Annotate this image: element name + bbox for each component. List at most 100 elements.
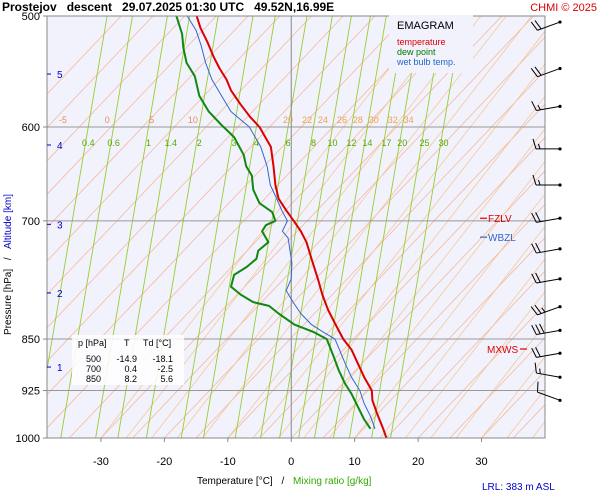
- wind-barb: [534, 362, 562, 379]
- mixing-ratio-label: 12: [347, 138, 357, 148]
- series-temperature-line: [195, 16, 388, 438]
- mixing-ratio-label: 1: [146, 138, 151, 148]
- mixing-ratio-line: [180, 16, 254, 438]
- wind-barb: [530, 20, 562, 31]
- wind-barb-station: [558, 305, 562, 309]
- dry-adiabat-line: [47, 16, 217, 195]
- wind-barb-feather: [531, 212, 537, 223]
- stats-td-850: 5.6: [160, 374, 173, 384]
- wind-barb-feather: [531, 325, 537, 335]
- wind-barb-station: [558, 351, 562, 355]
- wind-barb-feather: [538, 143, 541, 150]
- wind-barb-station: [558, 183, 562, 187]
- level-marker-mxws: MXWS: [487, 345, 527, 356]
- mixing-ratio-label: 4: [254, 138, 259, 148]
- moist-adiabat-label: 32: [388, 115, 398, 125]
- moist-adiabat-line: [354, 193, 545, 438]
- wind-barb-feather: [538, 179, 541, 186]
- moist-adiabat-line: [278, 95, 545, 438]
- wind-barb-feather: [536, 381, 539, 393]
- wind-barb-feather: [537, 104, 541, 111]
- legend-temperature: temperature: [397, 37, 446, 47]
- x-tick-label: -20: [156, 456, 172, 468]
- dry-adiabat-line: [227, 103, 545, 438]
- y-tick-label: 700: [22, 216, 40, 228]
- dry-adiabat-line: [577, 16, 600, 438]
- dry-adiabat-line: [544, 437, 545, 438]
- wind-barb-feather: [535, 324, 541, 335]
- wind-barb-feather: [532, 174, 537, 186]
- mixing-ratio-line: [314, 16, 387, 438]
- wind-barb: [536, 381, 562, 402]
- wind-barb: [531, 347, 562, 358]
- wind-barb-station: [558, 20, 562, 24]
- wind-barb: [530, 66, 562, 78]
- dry-adiabat-line: [132, 16, 534, 438]
- series-wet-bulb-temp-line: [186, 16, 376, 429]
- mixing-ratio-label: 25: [419, 138, 429, 148]
- mixing-ratio-line: [298, 16, 371, 438]
- wind-barb-feather: [530, 68, 538, 77]
- stats-header-p: p [hPa]: [78, 338, 107, 348]
- x-tick-label: 0: [288, 456, 294, 468]
- svg-text:Temperature [°C] /: Temperature [°C] / Mixing ratio [g/kg]: [197, 476, 372, 487]
- wind-barbs: [530, 20, 562, 402]
- dry-adiabat-line: [417, 303, 545, 438]
- y-axis-title: Pressure [hPa] / Altitude [km]: [3, 194, 14, 335]
- mixing-ratio-label: 30: [438, 138, 448, 148]
- dry-adiabat-line: [47, 16, 122, 95]
- level-marker-wbzl: WBZL: [480, 233, 516, 244]
- wind-barb: [532, 174, 562, 187]
- level-marker-fzlv: FZLV: [480, 214, 512, 225]
- y-axis-label-altitude: Altitude [km]: [3, 194, 14, 249]
- mixing-ratio-line: [260, 16, 333, 438]
- moist-adiabat-label: 20: [283, 115, 293, 125]
- wind-barb-feather: [532, 138, 537, 150]
- wind-barb-feather: [534, 362, 537, 374]
- stats-t-500: -14.9: [116, 354, 137, 364]
- dry-adiabat-label: 10: [188, 115, 198, 125]
- wind-barb-station: [558, 147, 562, 151]
- moist-adiabat-label: 22: [302, 115, 312, 125]
- dry-adiabat-line: [47, 16, 154, 129]
- stats-td-700: -2.5: [157, 364, 173, 374]
- mixing-ratio-line: [333, 16, 406, 438]
- wind-barb: [531, 242, 562, 254]
- wind-barb-feather: [530, 306, 538, 316]
- x-axis-label-temperature: Temperature [°C]: [197, 476, 273, 487]
- wind-barb-station: [558, 104, 562, 108]
- stats-table: p [hPa] T Td [°C] 500 -14.9 -18.1 700 0.…: [72, 335, 184, 385]
- y-tick-label: 850: [22, 334, 40, 346]
- stats-header-td: Td [°C]: [143, 338, 171, 348]
- x-axis-separator: /: [281, 476, 284, 487]
- moist-adiabat-line: [151, 16, 482, 438]
- wind-barb-station: [558, 277, 562, 281]
- mixing-ratio-label: 1.4: [164, 138, 177, 148]
- dry-adiabat-line: [322, 203, 545, 438]
- wind-barb-feather: [535, 347, 541, 357]
- wind-barb-staff: [537, 391, 561, 401]
- wind-barb-station: [558, 216, 562, 220]
- wind-barb-feather: [534, 20, 542, 30]
- moist-adiabat-label: 28: [353, 115, 363, 125]
- wind-barb-feather: [534, 304, 542, 314]
- grid-lines: [47, 16, 600, 438]
- dry-adiabat-line: [449, 337, 545, 438]
- dry-adiabat-line: [47, 16, 312, 296]
- mixing-ratio-line: [390, 16, 463, 438]
- stats-header-t: T: [124, 338, 130, 348]
- level-marker-label: MXWS: [487, 345, 518, 356]
- dry-adiabat-line: [47, 16, 281, 262]
- x-tick-label: -30: [93, 456, 109, 468]
- wind-barb-feather: [531, 273, 537, 284]
- mixing-ratio-label: 14: [362, 138, 372, 148]
- altitude-tick-label: 3: [57, 220, 63, 231]
- wind-barb-feather: [530, 21, 538, 31]
- moist-adiabat-line: [558, 16, 600, 438]
- legend-title: EMAGRAM: [397, 20, 454, 32]
- dry-adiabat-line: [47, 16, 344, 329]
- mixing-ratio-line: [371, 16, 444, 438]
- lrl-label: LRL: 383 m ASL: [482, 482, 555, 493]
